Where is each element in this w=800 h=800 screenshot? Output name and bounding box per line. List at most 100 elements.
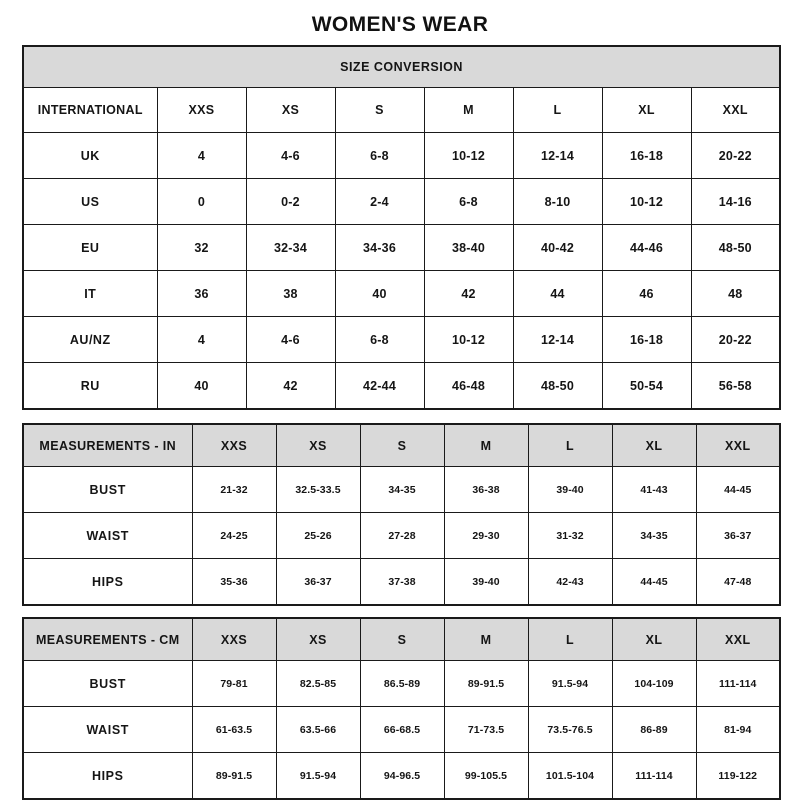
measurements-cm-cell: 86-89 bbox=[611, 706, 697, 754]
measurements-cm-col-header-m: M bbox=[443, 617, 529, 662]
measurements-in-cell: 34-35 bbox=[359, 466, 445, 514]
size-conversion-cell: 0 bbox=[156, 178, 247, 226]
size-conversion-col-header-xl: XL bbox=[601, 87, 692, 134]
size-conversion-cell: 12-14 bbox=[512, 132, 603, 180]
measurements-cm-col-header-xl: XL bbox=[611, 617, 697, 662]
size-conversion-col-header-xxs: XXS bbox=[156, 87, 247, 134]
size-conversion-cell: 32-34 bbox=[245, 224, 336, 272]
measurements-cm-cell: 89-91.5 bbox=[191, 752, 277, 800]
measurements-cm-cell: 91.5-94 bbox=[527, 660, 613, 708]
size-conversion-col-header-s: S bbox=[334, 87, 425, 134]
measurements-cm-col-header-s: S bbox=[359, 617, 445, 662]
measurements-cm-table: MEASUREMENTS - CM XXS XS S M L XL XXL BUST 79-81… bbox=[22, 617, 781, 800]
measurements-in-cell: 32.5-33.5 bbox=[275, 466, 361, 514]
measurements-cm-cell: 91.5-94 bbox=[275, 752, 361, 800]
measurements-cm-cell: 79-81 bbox=[191, 660, 277, 708]
table-row: US 0 0-2 2-4 6-8 8-10 10-12 14-16 bbox=[22, 178, 781, 226]
measurements-in-cell: 39-40 bbox=[443, 558, 529, 606]
size-conversion-cell: 42-44 bbox=[334, 362, 425, 410]
measurements-inches-header-row: MEASUREMENTS - IN XXS XS S M L XL XXL bbox=[22, 423, 781, 468]
measurements-cm-col-header-xxl: XXL bbox=[695, 617, 781, 662]
size-conversion-cell: 2-4 bbox=[334, 178, 425, 226]
size-conversion-cell: 6-8 bbox=[334, 132, 425, 180]
size-conversion-cell: 38-40 bbox=[423, 224, 514, 272]
measurements-cm-cell: 86.5-89 bbox=[359, 660, 445, 708]
measurements-cm-cell: 66-68.5 bbox=[359, 706, 445, 754]
measurements-cm-cell: 63.5-66 bbox=[275, 706, 361, 754]
size-conversion-row-label: UK bbox=[22, 132, 158, 180]
size-conversion-row-label: EU bbox=[22, 224, 158, 272]
measurements-cm-cell: 99-105.5 bbox=[443, 752, 529, 800]
measurements-in-cell: 47-48 bbox=[695, 558, 781, 606]
measurements-in-cell: 21-32 bbox=[191, 466, 277, 514]
size-conversion-cell: 34-36 bbox=[334, 224, 425, 272]
table-row: UK 4 4-6 6-8 10-12 12-14 16-18 20-22 bbox=[22, 132, 781, 180]
t1-body: SIZE CONVERSION INTERNATIONAL XXS XS S M L XL X… bbox=[22, 45, 781, 134]
table-row: HIPS 35-36 36-37 37-38 39-40 42-43 44-45 47-48 bbox=[22, 558, 781, 606]
measurements-in-cell: 27-28 bbox=[359, 512, 445, 560]
measurements-in-col-header-xs: XS bbox=[275, 423, 361, 468]
measurements-in-row-label: HIPS bbox=[22, 558, 193, 606]
size-conversion-cell: 42 bbox=[245, 362, 336, 410]
table-row: WAIST 24-25 25-26 27-28 29-30 31-32 34-35 36-37 bbox=[22, 512, 781, 560]
measurements-in-cell: 41-43 bbox=[611, 466, 697, 514]
size-conversion-cell: 50-54 bbox=[601, 362, 692, 410]
measurements-cm-cell: 61-63.5 bbox=[191, 706, 277, 754]
table-row: WAIST 61-63.5 63.5-66 66-68.5 71-73.5 73.5-76… bbox=[22, 706, 781, 754]
size-conversion-cell: 16-18 bbox=[601, 316, 692, 364]
measurements-cm-cell: 94-96.5 bbox=[359, 752, 445, 800]
size-conversion-cell: 32 bbox=[156, 224, 247, 272]
measurements-cm-row-label: WAIST bbox=[22, 706, 193, 754]
measurements-cm-cell: 89-91.5 bbox=[443, 660, 529, 708]
measurements-cm-col-header-label: MEASUREMENTS - CM bbox=[22, 617, 193, 662]
measurements-cm-rows: BUST 79-81 82.5-85 86.5-89 89-91.5 91.5-94 104… bbox=[22, 660, 781, 800]
size-conversion-row-label: IT bbox=[22, 270, 158, 318]
page-title: WOMEN'S WEAR bbox=[311, 13, 489, 36]
size-conversion-cell: 4-6 bbox=[245, 316, 336, 364]
size-conversion-banner: SIZE CONVERSION bbox=[22, 45, 781, 89]
measurements-cm-cell: 104-109 bbox=[611, 660, 697, 708]
measurements-cm-row-label: HIPS bbox=[22, 752, 193, 800]
measurements-in-col-header-m: M bbox=[443, 423, 529, 468]
size-conversion-row-label: US bbox=[22, 178, 158, 226]
size-conversion-cell: 10-12 bbox=[423, 132, 514, 180]
size-conversion-cell: 46 bbox=[601, 270, 692, 318]
measurements-cm-col-header-l: L bbox=[527, 617, 613, 662]
size-conversion-col-header-l: L bbox=[512, 87, 603, 134]
measurements-in-cell: 37-38 bbox=[359, 558, 445, 606]
size-conversion-cell: 4 bbox=[156, 132, 247, 180]
measurements-in-cell: 35-36 bbox=[191, 558, 277, 606]
measurements-in-cell: 36-37 bbox=[695, 512, 781, 560]
table-row: EU 32 32-34 34-36 38-40 40-42 44-46 48-50 bbox=[22, 224, 781, 272]
measurements-in-cell: 34-35 bbox=[611, 512, 697, 560]
table-row: BUST 21-32 32.5-33.5 34-35 36-38 39-40 41-43 44… bbox=[22, 466, 781, 514]
measurements-inches-table: MEASUREMENTS - IN XXS XS S M L XL XXL BUST 21-32… bbox=[22, 423, 781, 607]
size-conversion-col-header-xxl: XXL bbox=[690, 87, 781, 134]
size-conversion-cell: 0-2 bbox=[245, 178, 336, 226]
size-conversion-cell: 40 bbox=[156, 362, 247, 410]
measurements-cm-row-label: BUST bbox=[22, 660, 193, 708]
measurements-cm-cell: 82.5-85 bbox=[275, 660, 361, 708]
size-conversion-cell: 38 bbox=[245, 270, 336, 318]
table-row: IT 36 38 40 42 44 46 48 bbox=[22, 270, 781, 318]
size-conversion-cell: 12-14 bbox=[512, 316, 603, 364]
size-conversion-col-header-xs: XS bbox=[245, 87, 336, 134]
measurements-cm-cell: 101.5-104 bbox=[527, 752, 613, 800]
measurements-in-cell: 36-38 bbox=[443, 466, 529, 514]
measurements-cm-cell: 111-114 bbox=[695, 660, 781, 708]
size-conversion-col-header-label: INTERNATIONAL bbox=[22, 87, 158, 134]
size-conversion-cell: 44-46 bbox=[601, 224, 692, 272]
measurements-cm-col-header-xs: XS bbox=[275, 617, 361, 662]
measurements-in-cell: 25-26 bbox=[275, 512, 361, 560]
measurements-cm-cell: 119-122 bbox=[695, 752, 781, 800]
measurements-in-col-header-xl: XL bbox=[611, 423, 697, 468]
measurements-in-cell: 44-45 bbox=[611, 558, 697, 606]
measurements-cm-cell: 71-73.5 bbox=[443, 706, 529, 754]
measurements-cm-header-row: MEASUREMENTS - CM XXS XS S M L XL XXL bbox=[22, 617, 781, 662]
size-conversion-row-label: AU/NZ bbox=[22, 316, 158, 364]
measurements-in-col-header-label: MEASUREMENTS - IN bbox=[22, 423, 193, 468]
size-conversion-col-header-m: M bbox=[423, 87, 514, 134]
measurements-cm-cell: 73.5-76.5 bbox=[527, 706, 613, 754]
measurements-in-row-label: BUST bbox=[22, 466, 193, 514]
